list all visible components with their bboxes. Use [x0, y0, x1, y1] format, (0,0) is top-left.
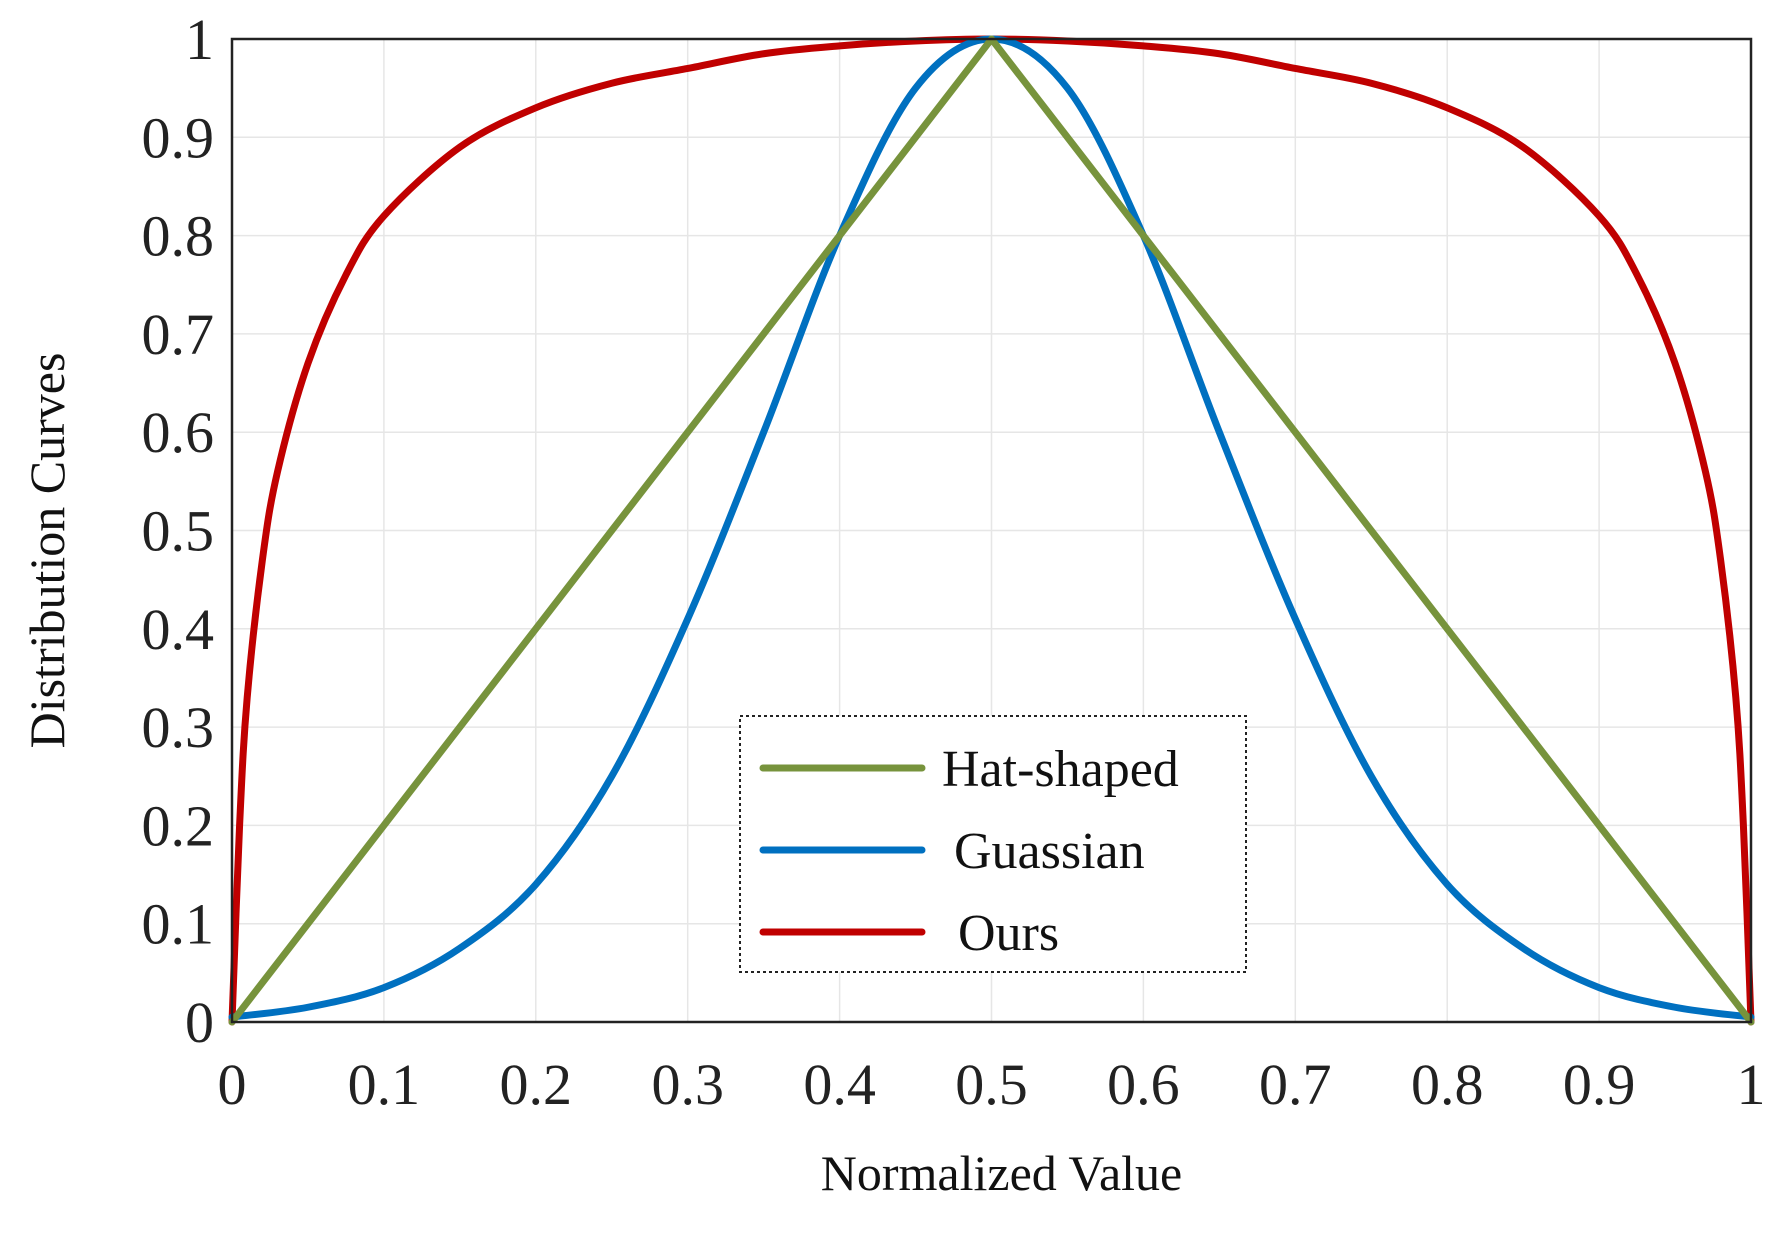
y-tick-label: 0.1: [142, 892, 215, 957]
tick-labels: 0 0.1 0.2 0.3 0.4 0.5 0.6 0.7 0.8 0.9 1 0 0.1 0.2 0.3 0…: [142, 7, 1766, 1117]
y-tick-label: 0.4: [142, 597, 215, 662]
y-tick-label: 0.6: [142, 400, 215, 465]
legend-label-guassian: Guassian: [954, 823, 1145, 880]
y-tick-label: 0: [185, 990, 214, 1055]
legend-label-hat-shaped: Hat-shaped: [942, 741, 1179, 798]
x-tick-label: 0.9: [1563, 1052, 1636, 1117]
y-axis-title: Distribution Curves: [19, 353, 75, 749]
x-tick-label: 0.8: [1411, 1052, 1484, 1117]
y-tick-label: 0.7: [142, 302, 215, 367]
x-tick-label: 0.3: [651, 1052, 724, 1117]
x-tick-label: 1: [1737, 1052, 1766, 1117]
x-axis-title: Normalized Value: [821, 1145, 1182, 1201]
y-tick-label: 0.2: [142, 793, 215, 858]
x-tick-label: 0.6: [1107, 1052, 1180, 1117]
y-tick-label: 0.8: [142, 204, 215, 269]
legend-label-ours: Ours: [958, 905, 1059, 962]
x-tick-label: 0.7: [1259, 1052, 1332, 1117]
x-tick-label: 0.2: [500, 1052, 573, 1117]
x-tick-label: 0.4: [803, 1052, 876, 1117]
plot-frame: [230, 37, 1753, 1024]
y-tick-label: 0.5: [142, 499, 215, 564]
grid: [232, 39, 1751, 1022]
x-tick-label: 0.5: [955, 1052, 1028, 1117]
y-tick-label: 0.9: [142, 105, 215, 170]
x-tick-label: 0.1: [348, 1052, 421, 1117]
x-tick-label: 0: [218, 1052, 247, 1117]
y-tick-label: 1: [185, 7, 214, 72]
y-tick-label: 0.3: [142, 695, 215, 760]
legend: Hat-shaped Guassian Ours: [739, 715, 1247, 973]
